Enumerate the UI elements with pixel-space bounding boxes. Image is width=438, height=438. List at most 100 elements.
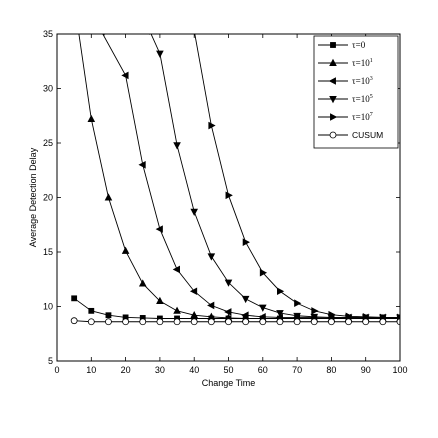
data-point: [241, 295, 250, 304]
x-tick-label: 30: [155, 365, 165, 375]
x-tick-label: 80: [326, 365, 336, 375]
data-point: [379, 318, 387, 326]
y-tick-label: 15: [43, 247, 53, 257]
legend-label-base: τ=10: [352, 112, 370, 122]
data-point: [310, 313, 319, 322]
data-point: [225, 191, 233, 200]
legend-marker: [330, 42, 336, 48]
data-point: [276, 318, 284, 326]
data-point: [207, 301, 215, 310]
data-point: [328, 310, 336, 319]
data-point: [139, 318, 147, 326]
data-point: [310, 318, 318, 326]
data-point: [105, 312, 112, 319]
data-point: [156, 50, 164, 58]
data-point: [293, 312, 301, 321]
y-tick-label: 25: [43, 138, 53, 148]
legend-label-base: τ=10: [352, 94, 370, 104]
x-tick-label: 70: [292, 365, 302, 375]
legend-item-1: τ=0: [318, 40, 366, 50]
legend-label-sup: 3: [370, 76, 373, 82]
y-tick-label: 30: [43, 84, 53, 94]
data-point: [327, 318, 335, 326]
legend-label-base: τ=10: [352, 76, 370, 86]
data-point: [293, 318, 301, 326]
legend-item-6: CUSUM: [318, 130, 383, 140]
data-point: [259, 268, 268, 277]
legend-label: τ=0: [352, 40, 366, 50]
data-point: [71, 295, 78, 302]
legend-label: τ=107: [352, 112, 373, 122]
x-tick-label: 100: [392, 365, 407, 375]
x-tick-label: 90: [361, 365, 371, 375]
data-point: [156, 296, 164, 304]
y-tick-label: 20: [43, 193, 53, 203]
data-point: [294, 299, 302, 308]
data-point: [121, 246, 130, 254]
y-tick-label: 10: [43, 302, 53, 312]
data-point: [345, 318, 352, 326]
data-point: [138, 161, 146, 169]
data-point: [224, 279, 233, 287]
data-point: [173, 142, 181, 150]
data-point: [277, 287, 285, 296]
y-tick-label: 5: [48, 356, 53, 366]
legend-item-5: τ=107: [318, 112, 373, 122]
y-tick-label: 35: [43, 29, 53, 39]
data-point: [70, 317, 78, 325]
legend-label: τ=103: [352, 76, 373, 86]
legend-marker: [329, 96, 337, 104]
data-point: [191, 34, 193, 35]
data-point: [71, 0, 78, 4]
series-layer: [70, 0, 400, 326]
data-point: [208, 121, 216, 130]
legend-label-sup: 5: [370, 94, 373, 100]
data-point: [207, 253, 216, 261]
data-point: [242, 318, 250, 326]
legend-label-base: CUSUM: [352, 130, 383, 140]
data-point: [87, 114, 96, 122]
legend-label-base: τ=10: [352, 58, 370, 68]
x-axis-label: Change Time: [202, 378, 256, 388]
legend-marker: [330, 113, 338, 121]
data-point: [138, 279, 147, 287]
data-point: [88, 307, 95, 314]
data-point: [225, 318, 232, 326]
x-tick-label: 10: [86, 365, 96, 375]
data-point: [155, 225, 163, 233]
legend-item-3: τ=103: [318, 76, 373, 86]
x-tick-label: 20: [121, 365, 131, 375]
data-point: [259, 318, 267, 326]
data-point: [241, 311, 249, 320]
legend-label: τ=101: [352, 58, 373, 68]
data-point: [190, 318, 198, 326]
legend-item-2: τ=101: [318, 58, 373, 68]
y-axis-label: Average Detection Delay: [28, 147, 38, 247]
series-line: [150, 34, 400, 318]
legend-label-base: τ=0: [352, 40, 366, 50]
legend-box: [313, 35, 399, 149]
series-6: [70, 317, 400, 326]
data-point: [396, 318, 400, 326]
legend-marker: [329, 131, 337, 139]
data-point: [105, 318, 112, 326]
legend-label-sup: 7: [370, 112, 373, 118]
data-point: [207, 318, 215, 326]
x-tick-label: 50: [223, 365, 233, 375]
data-point: [149, 34, 151, 36]
legend-label: CUSUM: [352, 130, 383, 140]
legend-marker: [329, 58, 337, 66]
data-point: [104, 193, 113, 201]
data-point: [311, 307, 319, 315]
data-point: [173, 318, 181, 326]
x-tick-label: 40: [189, 365, 199, 375]
data-point: [156, 318, 164, 326]
data-point: [121, 71, 129, 80]
legend-label-sup: 1: [370, 58, 373, 64]
data-point: [122, 318, 129, 326]
data-point: [173, 306, 181, 314]
legend-label: τ=105: [352, 94, 373, 104]
data-point: [345, 312, 353, 321]
